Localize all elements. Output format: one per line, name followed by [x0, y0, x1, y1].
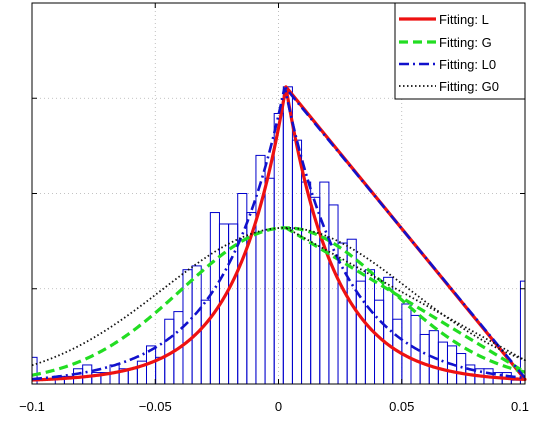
- histogram-bar: [282, 86, 293, 385]
- legend: Fitting: L Fitting: G Fitting: L0 Fittin…: [394, 2, 526, 100]
- histogram-bar: [301, 181, 312, 385]
- fitted-curve: [31, 85, 527, 382]
- histogram-bar: [419, 333, 430, 385]
- histogram-bar: [200, 299, 211, 385]
- histogram-bar: [264, 177, 275, 385]
- histogram-bar: [237, 193, 248, 385]
- x-tick-label: −0.1: [19, 399, 45, 414]
- histogram-bar: [291, 139, 303, 385]
- histogram: [31, 86, 526, 385]
- legend-label: Fitting: G: [439, 35, 492, 50]
- legend-label: Fitting: L: [439, 12, 489, 27]
- fitted-curve: [31, 226, 526, 367]
- histogram-bar: [456, 353, 467, 385]
- histogram-bar: [191, 265, 202, 385]
- x-tick-label: 0: [275, 399, 282, 414]
- x-tick-label: 0.1: [511, 399, 529, 414]
- histogram-bar: [319, 181, 330, 385]
- x-tick-label: 0.05: [389, 399, 414, 414]
- x-tick-labels: −0.1 −0.05 0 0.05 0.1: [19, 399, 529, 414]
- legend-label: Fitting: G0: [439, 79, 499, 94]
- histogram-bar: [209, 212, 220, 385]
- histogram-bar: [437, 341, 448, 385]
- histogram-bar: [374, 299, 385, 385]
- histogram-bar: [127, 368, 138, 385]
- histogram-bar: [328, 204, 339, 385]
- histogram-bar: [82, 364, 93, 385]
- legend-label: Fitting: L0: [439, 57, 496, 72]
- histogram-bar: [510, 379, 521, 385]
- fitted-curves: [31, 85, 527, 382]
- x-tick-label: −0.05: [139, 399, 172, 414]
- fitted-curve: [31, 226, 527, 377]
- fitted-curve: [31, 85, 527, 381]
